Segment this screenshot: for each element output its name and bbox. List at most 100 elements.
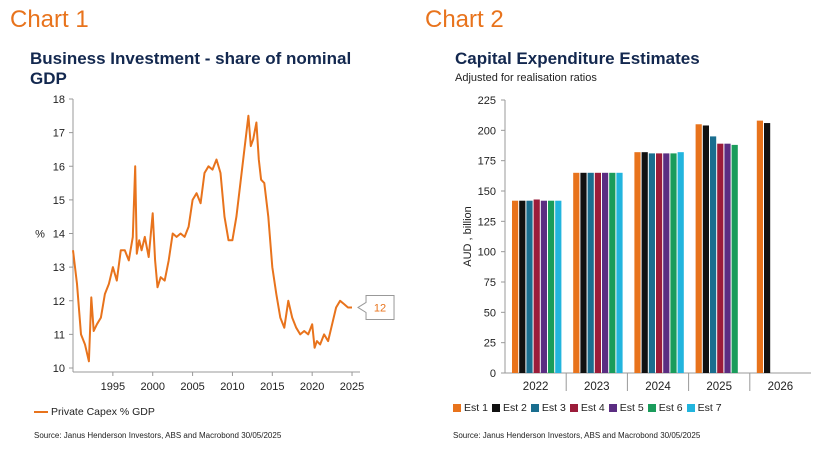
x-tick-label: 2015	[260, 381, 284, 393]
legend-swatch	[686, 404, 695, 412]
chart-2-label: Chart 2	[425, 6, 504, 33]
bar-est-6	[548, 200, 555, 373]
legend-swatch	[491, 404, 500, 412]
y-tick-label: 16	[53, 161, 65, 173]
y-axis-title: AUD , billion	[462, 206, 474, 267]
bar-est-2	[519, 200, 526, 373]
y-tick-label: 225	[478, 95, 496, 107]
bar-est-1	[695, 124, 702, 374]
legend-swatch	[608, 404, 617, 412]
y-tick-label: 200	[478, 125, 496, 137]
bar-est-6	[609, 172, 616, 373]
category-label: 2024	[645, 381, 671, 393]
bar-est-1	[512, 200, 519, 373]
y-tick-label: 14	[53, 229, 65, 241]
y-tick-label: 150	[478, 186, 496, 198]
y-tick-label: 175	[478, 156, 496, 168]
y-tick-label: 25	[484, 338, 496, 350]
bar-est-3	[587, 172, 594, 373]
bar-est-1	[634, 152, 641, 373]
bar-est-2	[702, 125, 709, 373]
y-tick-label: 75	[484, 277, 496, 289]
bar-est-2	[641, 152, 648, 373]
x-tick-label: 2010	[220, 381, 244, 393]
chart-1-panel: Chart 1 Business Investment - share of n…	[0, 0, 410, 460]
bar-est-1	[573, 172, 580, 373]
category-label: 2023	[584, 381, 610, 393]
bar-est-7	[677, 152, 684, 373]
y-tick-label: 11	[54, 329, 65, 341]
end-value-label: 12	[374, 302, 386, 314]
y-tick-label: 15	[53, 195, 65, 207]
bar-est-4	[717, 143, 724, 373]
x-tick-label: 2020	[300, 381, 324, 393]
y-tick-label: 17	[53, 128, 65, 140]
category-label: 2026	[768, 381, 794, 393]
legend-swatch	[569, 404, 578, 412]
bar-est-4	[656, 153, 663, 373]
bar-est-3	[648, 153, 655, 373]
chart-2-subtitle: Adjusted for realisation ratios	[455, 72, 597, 84]
x-tick-label: 2025	[340, 381, 364, 393]
legend-line-swatch	[34, 411, 48, 414]
chart-2-panel: Chart 2 Capital Expenditure Estimates Ad…	[425, 0, 823, 460]
bar-est-3	[526, 200, 533, 373]
bar-est-2	[580, 172, 587, 373]
chart-1-source: Source: Janus Henderson Investors, ABS a…	[34, 431, 282, 440]
y-tick-label: 50	[484, 307, 496, 319]
x-tick-label: 2005	[180, 381, 204, 393]
bar-est-1	[756, 120, 763, 373]
x-tick-label: 2000	[140, 381, 164, 393]
legend-label: Est 7	[697, 402, 722, 414]
bar-est-3	[710, 136, 717, 373]
y-tick-label: 100	[478, 247, 496, 259]
legend-label: Est 2	[502, 402, 527, 414]
y-tick-label: 10	[53, 363, 65, 375]
category-label: 2025	[706, 381, 732, 393]
legend-item: Est 3	[530, 402, 566, 414]
y-axis-title: %	[35, 229, 45, 241]
legend-item: Est 7	[686, 402, 722, 414]
end-value-callout	[357, 294, 395, 320]
chart-1-label: Chart 1	[10, 6, 89, 33]
chart-2-source: Source: Janus Henderson Investors, ABS a…	[453, 431, 701, 440]
private-capex-line	[72, 114, 352, 363]
bar-est-4	[533, 199, 540, 373]
y-tick-label: 18	[53, 94, 65, 106]
y-tick-label: 13	[53, 262, 65, 274]
legend-swatch	[647, 404, 656, 412]
y-tick-label: 0	[490, 368, 496, 380]
bar-est-5	[602, 172, 609, 373]
line-chart: 10 11 12 13 14 15 16 17 18 1995 2000 2005 2010 2015 20…	[35, 94, 395, 393]
chart-2-legend: Est 1 Est 2 Est 3 Est 4 Est 5 Est 6 Est 7	[453, 402, 726, 414]
bar-est-4	[594, 172, 601, 373]
legend-item: Est 2	[491, 402, 527, 414]
bar-est-5	[540, 200, 547, 373]
legend-item: Est 5	[608, 402, 644, 414]
chart-1-title: Business Investment - share of nominal G…	[30, 49, 352, 88]
legend-item: Est 1	[453, 402, 488, 414]
legend-label: Est 5	[619, 402, 644, 414]
chart-1-legend: Private Capex % GDP	[34, 406, 155, 418]
bar-est-2	[764, 123, 771, 373]
legend-label-private-capex: Private Capex % GDP	[51, 406, 155, 418]
legend-item: Est 4	[569, 402, 605, 414]
bar-est-5	[724, 143, 731, 373]
legend-label: Est 3	[541, 402, 566, 414]
legend-label: Est 4	[580, 402, 605, 414]
legend-label: Est 6	[658, 402, 683, 414]
bar-est-5	[663, 153, 670, 373]
legend-swatch	[453, 404, 461, 412]
legend-swatch	[530, 404, 539, 412]
chart-2-title: Capital Expenditure Estimates	[455, 49, 700, 68]
bar-est-6	[731, 144, 738, 373]
legend-label: Est 1	[464, 402, 488, 414]
category-label: 2022	[523, 381, 549, 393]
y-tick-label: 125	[478, 216, 496, 228]
legend-item: Est 6	[647, 402, 683, 414]
x-tick-label: 1995	[101, 381, 125, 393]
bar-est-7	[616, 172, 623, 373]
bar-est-7	[555, 200, 562, 373]
bar-chart: 0 25 50 75 100 125 150 175 200 225 AUD , billion 20…	[462, 95, 811, 393]
y-tick-label: 12	[53, 296, 65, 308]
